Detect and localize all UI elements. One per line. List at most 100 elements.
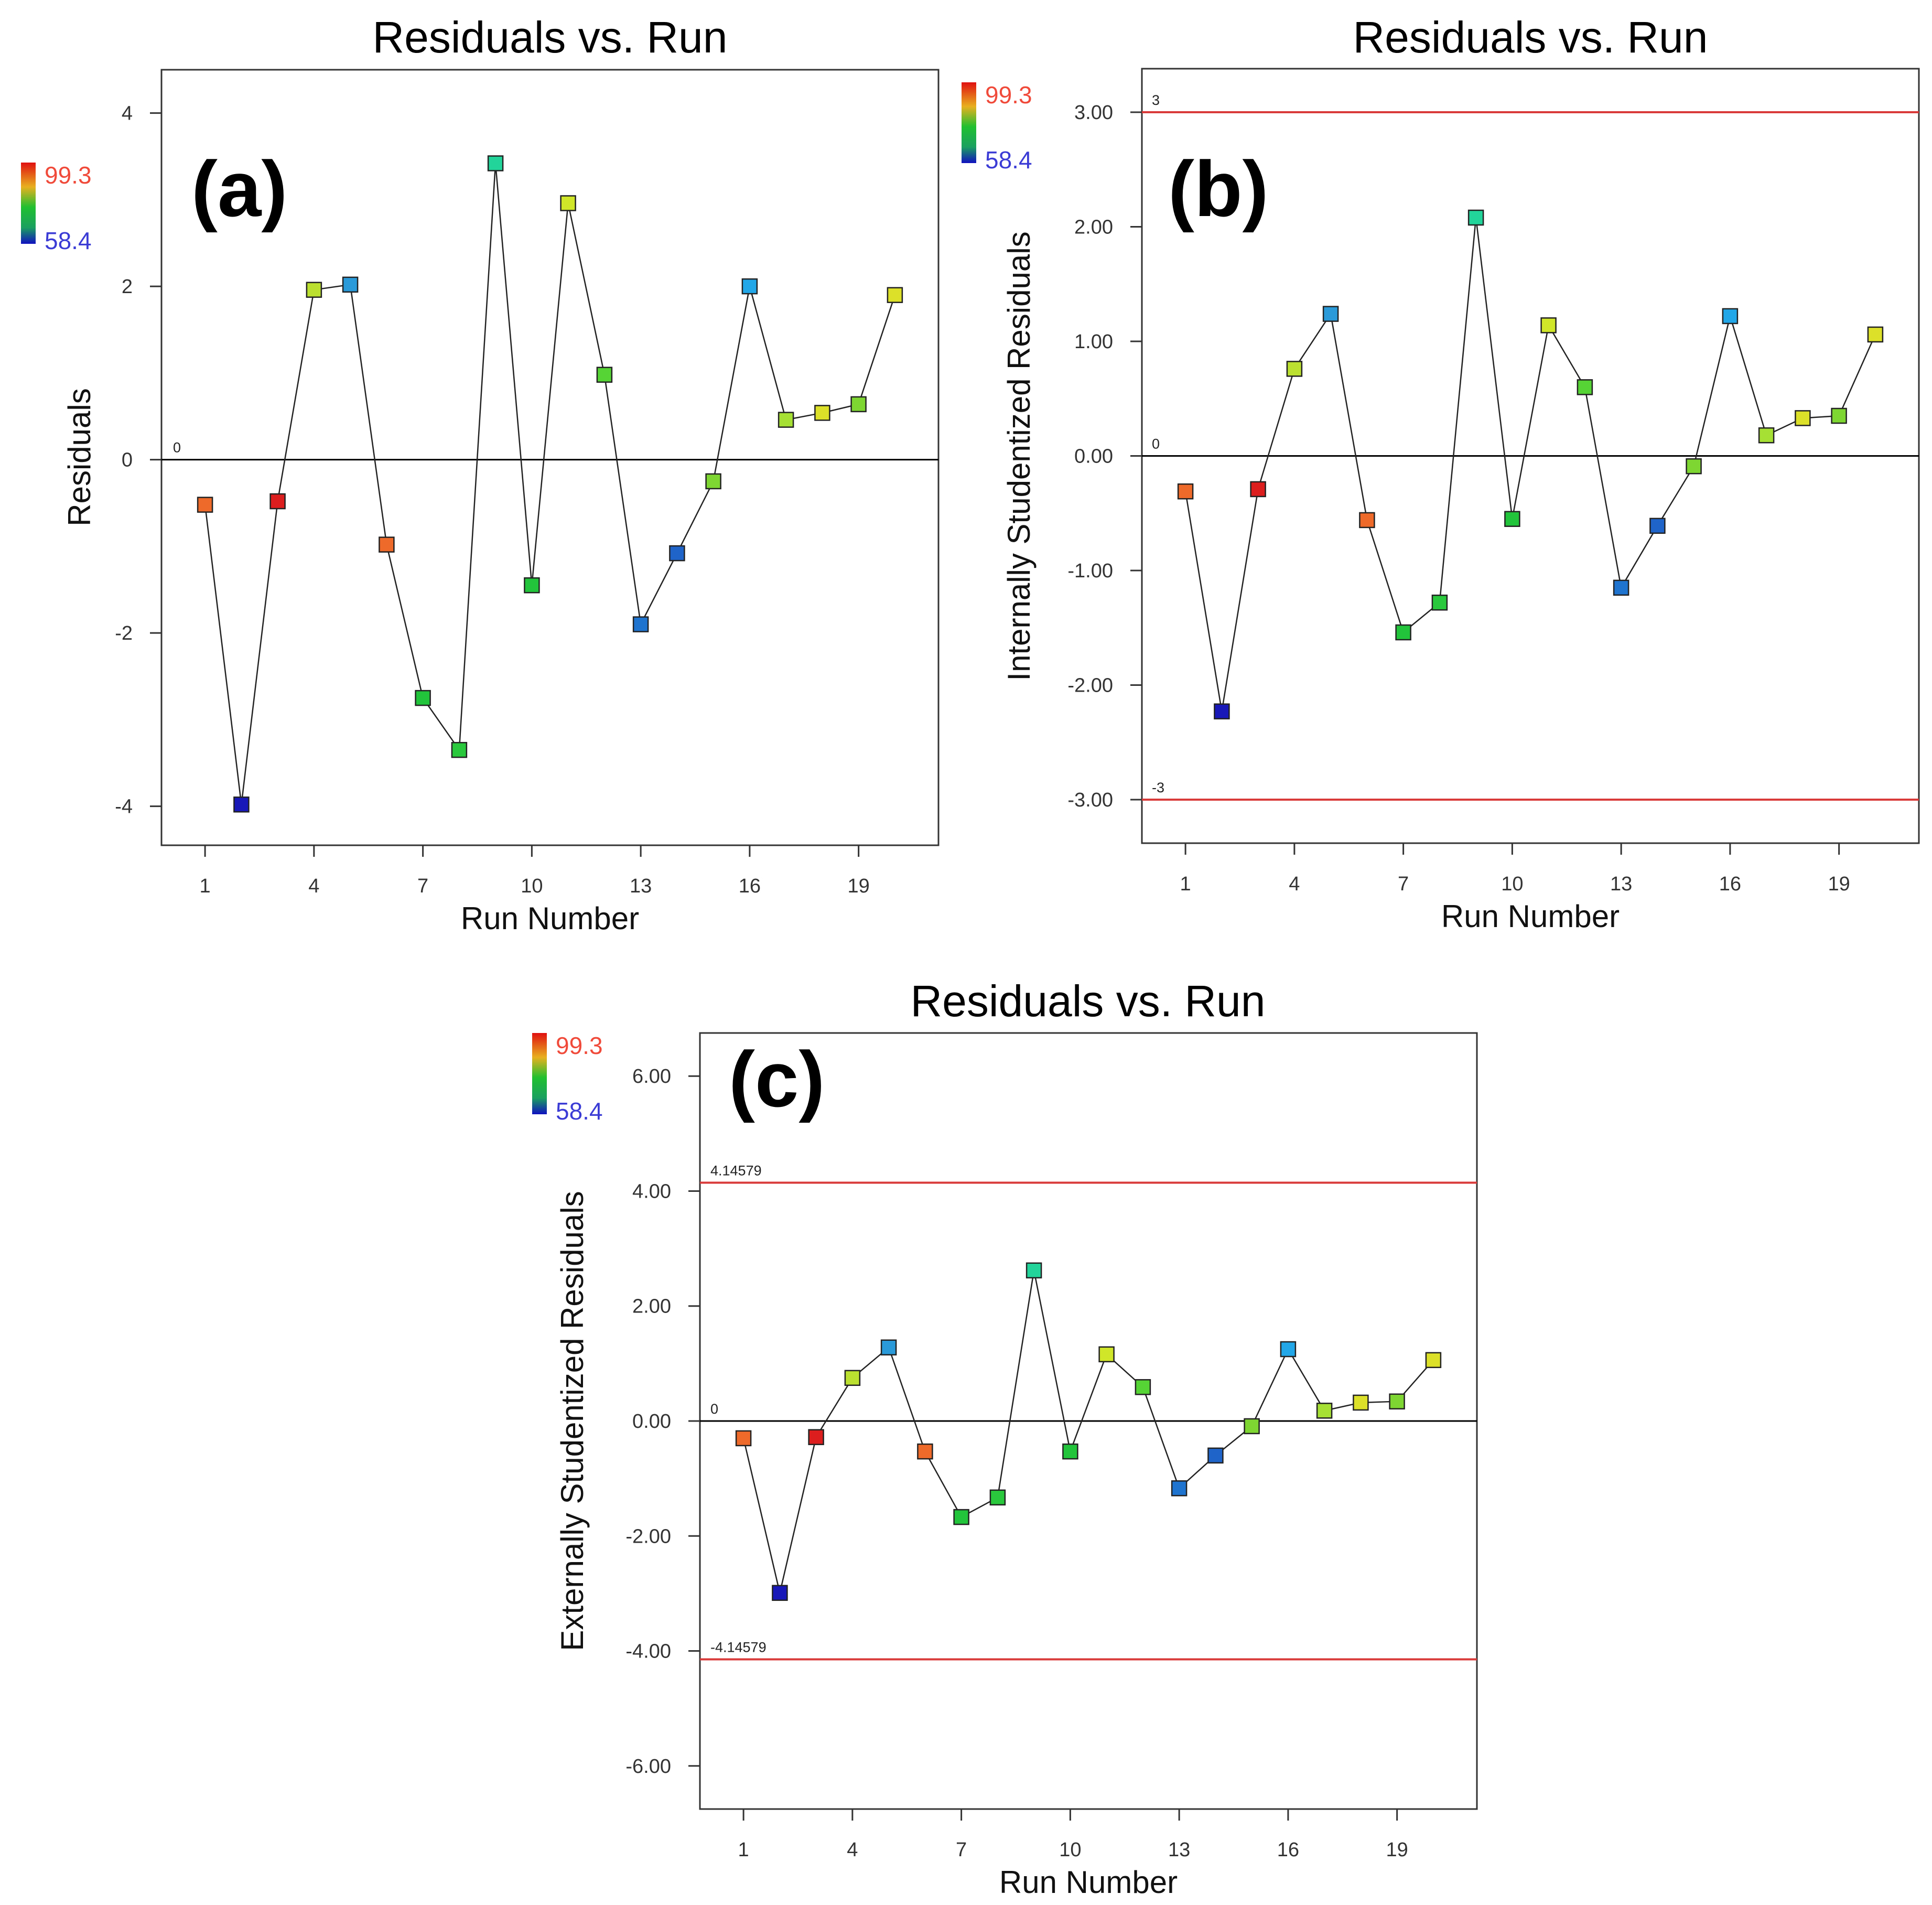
- y-axis-label: Externally Studentized Residuals: [555, 1191, 590, 1651]
- chart-title: Residuals vs. Run: [1353, 13, 1708, 62]
- y-tick-label: 2.00: [1074, 217, 1113, 239]
- data-point: [814, 405, 830, 421]
- data-point: [1758, 427, 1775, 444]
- data-point: [1613, 579, 1629, 596]
- x-tick-label: 7: [1398, 873, 1409, 895]
- data-point: [379, 536, 395, 553]
- y-tick-label: 4: [122, 103, 133, 125]
- data-point: [1322, 306, 1339, 322]
- reference-line-label: 4.14579: [710, 1163, 762, 1178]
- data-point: [669, 545, 685, 562]
- x-tick-label: 1: [200, 875, 211, 897]
- y-tick-label: -2.00: [625, 1525, 671, 1547]
- x-tick-label: 4: [308, 875, 319, 897]
- data-point: [1504, 511, 1520, 527]
- data-point: [1026, 1262, 1042, 1279]
- y-tick-label: 2: [122, 276, 133, 298]
- reference-line-label: -3: [1152, 780, 1164, 795]
- data-point: [778, 412, 794, 428]
- colorbar: [532, 1033, 547, 1114]
- y-tick-label: 6.00: [632, 1065, 671, 1088]
- data-point: [989, 1489, 1006, 1506]
- panel-c: Residuals vs. Run -6.00 -4.00 -2.00 0.00 2.00…: [532, 976, 1478, 1900]
- chart-title: Residuals vs. Run: [373, 13, 728, 62]
- x-tick-label: 19: [848, 875, 870, 897]
- data-point: [1577, 379, 1593, 395]
- reference-line-label: -4.14579: [710, 1640, 767, 1655]
- data-point: [1831, 407, 1847, 424]
- panel-a: Residuals vs. Run -4 -2 0 2 4 1 4 7 10 13 16 19 Run N…: [21, 13, 940, 936]
- data-point: [1207, 1447, 1224, 1464]
- data-point: [1280, 1341, 1297, 1358]
- data-point: [880, 1339, 897, 1355]
- reference-line-label: 0: [1152, 436, 1160, 452]
- data-point: [415, 690, 431, 706]
- y-tick-label: -4.00: [625, 1641, 671, 1663]
- data-point: [772, 1585, 788, 1601]
- data-point: [1389, 1393, 1405, 1409]
- x-tick-label: 19: [1828, 873, 1850, 895]
- colorbar-min-label: 58.4: [985, 146, 1032, 174]
- x-tick-label: 13: [630, 875, 652, 897]
- x-tick-label: 10: [1501, 873, 1523, 895]
- y-tick-label: -4: [115, 796, 133, 818]
- y-tick-label: 0.00: [632, 1411, 671, 1433]
- data-point: [451, 741, 468, 758]
- y-tick-label: 0: [122, 449, 133, 471]
- x-tick-label: 10: [1059, 1839, 1081, 1861]
- x-tick-label: 13: [1168, 1839, 1190, 1861]
- data-point: [1467, 209, 1484, 226]
- chart-title: Residuals vs. Run: [911, 976, 1266, 1026]
- data-point: [844, 1370, 861, 1386]
- y-tick-label: 3.00: [1074, 102, 1113, 124]
- panel-label: (a): [191, 145, 287, 233]
- colorbar: [962, 82, 976, 163]
- data-point: [735, 1430, 752, 1447]
- x-tick-label: 1: [1180, 873, 1191, 895]
- data-point: [705, 473, 721, 490]
- x-tick-label: 4: [847, 1839, 858, 1861]
- data-point: [524, 577, 540, 594]
- y-tick-label: 2.00: [632, 1296, 671, 1318]
- x-tick-label: 16: [1277, 1839, 1299, 1861]
- y-tick-label: 4.00: [632, 1180, 671, 1202]
- data-point: [1425, 1352, 1442, 1369]
- x-tick-label: 13: [1610, 873, 1632, 895]
- data-point: [487, 155, 504, 171]
- colorbar-max-label: 99.3: [45, 162, 92, 189]
- panel-label: (b): [1168, 145, 1269, 233]
- y-tick-label: -1.00: [1067, 560, 1113, 582]
- data-point: [197, 497, 213, 513]
- data-point: [1244, 1418, 1260, 1435]
- x-tick-label: 7: [417, 875, 428, 897]
- x-axis-label: Run Number: [999, 1865, 1178, 1900]
- panel-label: (c): [729, 1035, 825, 1123]
- data-point: [596, 367, 613, 383]
- data-point: [1431, 594, 1448, 611]
- data-point: [269, 493, 286, 510]
- panel-b: Residuals vs. Run -3.00 -2.00 -1.00 0.00 1.00…: [962, 13, 1920, 934]
- x-axis-label: Run Number: [1441, 899, 1620, 934]
- y-tick-label: -2.00: [1067, 674, 1113, 696]
- data-point: [917, 1443, 933, 1460]
- data-point: [1135, 1379, 1151, 1395]
- colorbar-min-label: 58.4: [45, 227, 92, 254]
- data-point: [953, 1509, 969, 1525]
- y-tick-label: -2: [115, 622, 133, 644]
- data-point: [808, 1429, 824, 1445]
- y-tick-label: -6.00: [625, 1756, 671, 1778]
- y-axis-label: Internally Studentized Residuals: [1001, 231, 1037, 681]
- x-tick-label: 10: [521, 875, 543, 897]
- x-tick-label: 1: [738, 1839, 749, 1861]
- data-point: [1214, 703, 1230, 719]
- data-point: [1795, 410, 1811, 426]
- data-point: [1722, 308, 1739, 325]
- data-point: [1540, 317, 1557, 333]
- x-tick-label: 16: [739, 875, 761, 897]
- colorbar-max-label: 99.3: [556, 1032, 603, 1059]
- data-point: [1867, 326, 1884, 343]
- y-axis-label: Residuals: [62, 388, 97, 526]
- colorbar-min-label: 58.4: [556, 1097, 603, 1125]
- data-point: [560, 195, 576, 211]
